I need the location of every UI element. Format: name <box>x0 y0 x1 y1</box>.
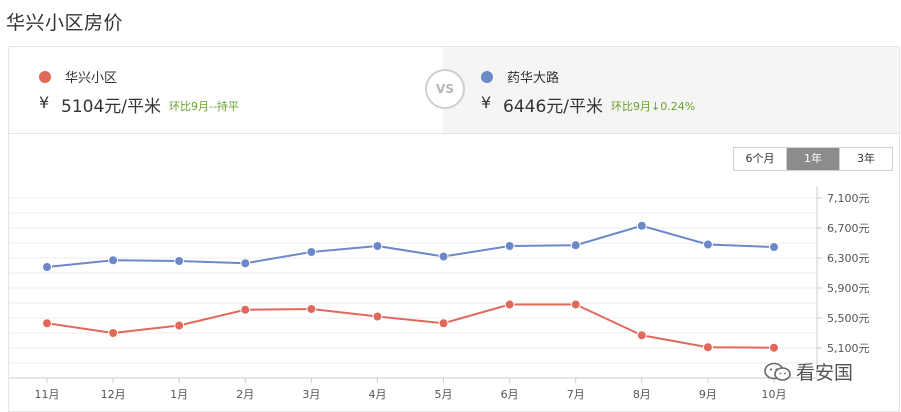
series-point <box>769 342 779 353</box>
series-point <box>372 311 383 322</box>
series-line-1 <box>46 303 775 349</box>
series-point <box>438 318 449 329</box>
series-point <box>306 304 317 314</box>
change-right: 环比9月↓0.24% <box>611 100 696 113</box>
series-point <box>372 241 383 251</box>
x-tick-label: 5月 <box>435 388 453 401</box>
series-point <box>702 239 713 250</box>
change-left: 环比9月--持平 <box>169 100 239 113</box>
y-tick-label: 7,100元 <box>827 192 870 205</box>
series-point <box>42 262 52 272</box>
y-tick-label: 5,900元 <box>827 282 870 295</box>
price-comparison-card: 华兴小区 ¥ 5104元/平米 环比9月--持平 药华大路 ¥ 6446元/平米… <box>8 46 900 412</box>
series-point <box>108 328 119 338</box>
x-tick-label: 1月 <box>170 388 188 401</box>
y-tick-label: 5,500元 <box>827 312 870 325</box>
series-point <box>306 247 317 257</box>
x-tick-label: 11月 <box>35 388 60 401</box>
x-tick-label: 4月 <box>368 388 386 401</box>
series-point <box>504 299 515 310</box>
community-name-right: 药华大路 <box>507 71 560 86</box>
wechat-icon <box>764 362 791 381</box>
vs-badge: VS <box>425 69 465 109</box>
community-name-left: 华兴小区 <box>65 71 118 86</box>
x-tick-label: 8月 <box>633 388 651 401</box>
series-point <box>570 299 581 310</box>
currency-symbol-left: ¥ <box>39 93 50 112</box>
currency-symbol-right: ¥ <box>481 93 492 112</box>
y-tick-label: 5,100元 <box>827 342 870 355</box>
series-line-2 <box>46 224 775 268</box>
series-point <box>702 342 713 353</box>
x-tick-label: 10月 <box>762 388 787 401</box>
price-left: 5104元/平米 <box>61 97 161 117</box>
series-point <box>636 330 647 341</box>
compare-divider <box>9 133 899 134</box>
watermark: 看安国 <box>764 358 853 385</box>
y-tick-label: 6,300元 <box>827 252 870 265</box>
x-tick-label: 2月 <box>236 388 254 401</box>
range-1-year-button[interactable]: 1年 <box>786 148 839 170</box>
series-point <box>108 255 119 266</box>
compare-left-panel: 华兴小区 ¥ 5104元/平米 环比9月--持平 <box>9 47 443 133</box>
y-tick-label: 6,700元 <box>827 222 870 235</box>
x-tick-label: 3月 <box>302 388 320 401</box>
series-point <box>504 241 515 251</box>
series-point <box>240 258 251 269</box>
series-point <box>174 256 185 266</box>
x-tick-label: 9月 <box>699 388 717 401</box>
series-point <box>769 242 779 253</box>
series-point <box>570 240 581 251</box>
series-point <box>174 320 185 331</box>
page-title: 华兴小区房价 <box>6 12 124 34</box>
price-trend-chart: 7,100元 6,700元 6,300元 5,900元 5,500元 5,100元 11月 1… <box>9 186 870 401</box>
price-right: 6446元/平米 <box>503 97 603 117</box>
range-6-months-button[interactable]: 6个月 <box>734 148 786 170</box>
compare-right-panel: 药华大路 ¥ 6446元/平米 环比9月↓0.24% <box>443 47 899 133</box>
series-point <box>42 318 52 329</box>
x-tick-label: 6月 <box>501 388 519 401</box>
x-tick-label: 7月 <box>567 388 585 401</box>
series-point <box>438 251 449 262</box>
watermark-text: 看安国 <box>796 362 854 384</box>
series-point <box>240 304 251 315</box>
time-range-switch: 6个月 1年 3年 <box>733 147 893 171</box>
series-point <box>636 220 647 231</box>
range-3-years-button[interactable]: 3年 <box>839 148 892 170</box>
x-tick-label: 12月 <box>101 388 126 401</box>
series-dot-right <box>481 71 493 83</box>
series-dot-left <box>39 71 51 83</box>
